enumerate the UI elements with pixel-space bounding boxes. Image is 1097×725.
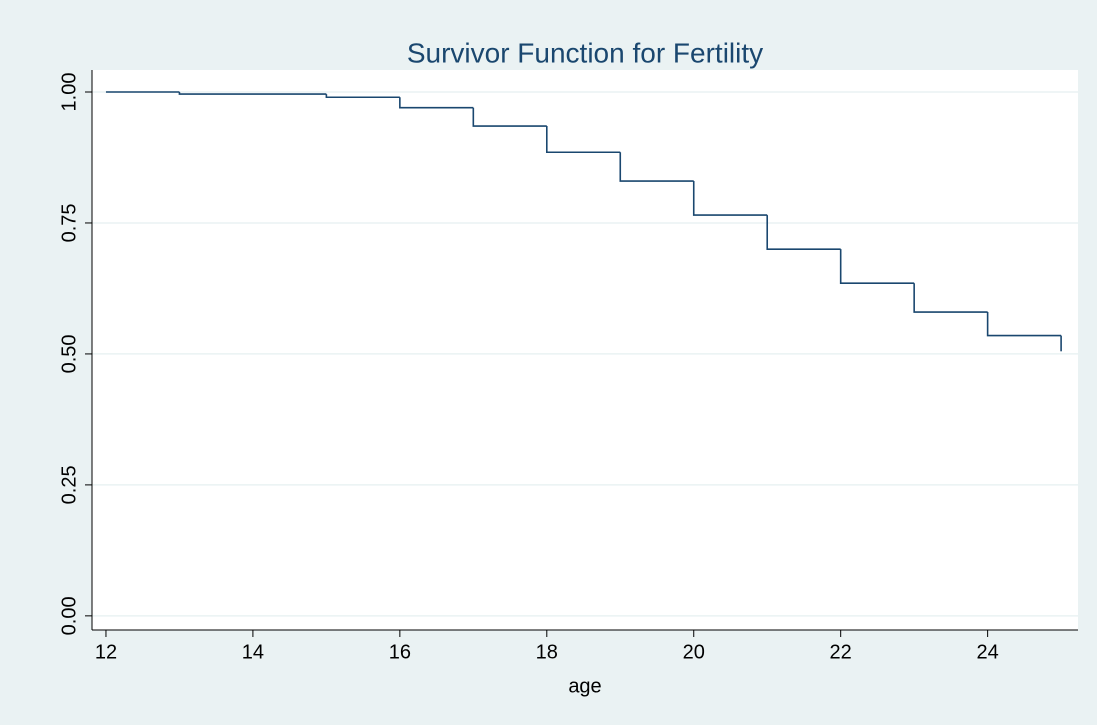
step-segment: [545, 126, 621, 154]
x-tick-label: 14: [242, 641, 264, 663]
y-tick-label: 0.00: [58, 596, 80, 635]
x-tick-label: 24: [977, 641, 999, 663]
step-segment: [839, 249, 915, 285]
plot-region: [92, 70, 1078, 630]
step-segment: [913, 283, 988, 313]
x-tick-label: 12: [95, 641, 117, 663]
x-tick-label: 20: [683, 641, 705, 663]
x-axis-label: age: [568, 675, 601, 697]
step-segment: [986, 312, 1062, 337]
chart-title: Survivor Function for Fertility: [407, 37, 763, 68]
y-tick-label: 0.50: [58, 334, 80, 373]
step-segment: [766, 215, 841, 250]
step-segment: [399, 97, 474, 109]
y-tick-label: 1.00: [58, 73, 80, 112]
step-segment: [178, 92, 327, 95]
step-segment: [472, 107, 547, 127]
x-tick-label: 16: [389, 641, 411, 663]
y-tick-label: 0.25: [58, 465, 80, 504]
step-segment: [692, 181, 768, 216]
y-tick-label: 0.75: [58, 203, 80, 242]
step-segment: [619, 152, 694, 182]
x-tick-label: 18: [536, 641, 558, 663]
x-tick-label: 22: [830, 641, 852, 663]
step-segment: [325, 94, 400, 99]
